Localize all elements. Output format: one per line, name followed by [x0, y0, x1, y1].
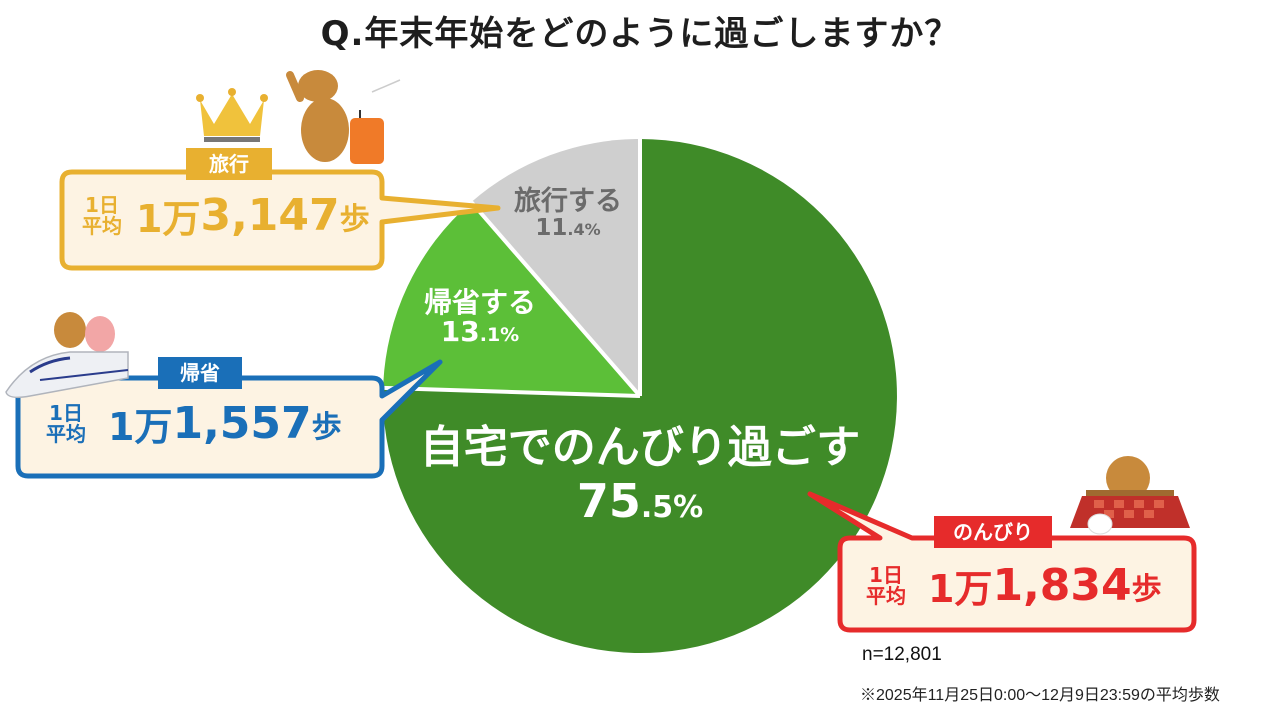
- sample-size: n=12,801: [862, 644, 942, 665]
- per-day-line2: 平均: [866, 583, 906, 608]
- callout-kisei-tag: 帰省: [158, 357, 242, 389]
- per-day-label: 1日 平均: [866, 562, 906, 608]
- slice-home-pct-dec: .5%: [640, 490, 704, 526]
- bear-traveling-icon: [286, 70, 401, 164]
- per-day-line1: 1日: [85, 192, 119, 217]
- steps-unit: 歩: [1131, 571, 1162, 607]
- per-day-line1: 1日: [49, 400, 83, 425]
- callout-nonbiri-bubble: [807, 491, 1197, 633]
- slice-home-name: 自宅でのんびり過ごす: [419, 422, 861, 473]
- slice-kisei-pct-dec: .1%: [479, 324, 520, 347]
- steps-number: 1,557: [172, 398, 312, 449]
- per-day-line2: 平均: [82, 213, 122, 238]
- slice-label-kisei: 帰省する 13.1%: [400, 288, 560, 347]
- callout-nonbiri-tag: のんびり: [934, 516, 1052, 548]
- kotatsu-bear-icon: [1070, 456, 1190, 535]
- slice-label-home: 自宅でのんびり過ごす 75.5%: [400, 422, 880, 529]
- steps-man: 1万: [928, 567, 993, 611]
- slice-home-pct-int: 75: [576, 474, 641, 529]
- slice-divider: [469, 200, 642, 398]
- slice-kisei-pct-int: 13: [440, 315, 480, 349]
- callout-ryoko-bubble: [59, 169, 501, 271]
- slice-kisei-name: 帰省する: [423, 286, 536, 319]
- callout-ryoko-value: 1日 平均 1万 3,147 歩: [82, 188, 370, 243]
- callout-nonbiri-value: 1日 平均 1万 1,834 歩: [866, 558, 1162, 613]
- slice-kisei: [383, 202, 640, 396]
- steps-number: 3,147: [200, 190, 340, 241]
- chart-title: Q.年末年始をどのように過ごしますか？: [320, 14, 960, 54]
- slice-ryoko-pct-int: 11: [535, 215, 568, 242]
- slice-divider: [383, 385, 641, 398]
- slice-label-ryoko: 旅行する 11.4%: [498, 186, 638, 242]
- steps-unit: 歩: [339, 201, 370, 237]
- callout-kisei-value: 1日 平均 1万 1,557 歩: [46, 396, 342, 451]
- per-day-label: 1日 平均: [82, 192, 122, 238]
- slice-ryoko-name: 旅行する: [514, 186, 622, 217]
- shinkansen-train-icon: [5, 312, 129, 399]
- slice-ryoko: [471, 139, 640, 396]
- per-day-line2: 平均: [46, 421, 86, 446]
- callout-ryoko-tag: 旅行: [186, 148, 272, 180]
- crown-icon: [196, 88, 268, 142]
- per-day-line1: 1日: [869, 562, 903, 587]
- per-day-label: 1日 平均: [46, 400, 86, 446]
- steps-number: 1,834: [992, 560, 1132, 611]
- steps-unit: 歩: [311, 409, 342, 445]
- slice-ryoko-pct-dec: .4%: [567, 220, 601, 240]
- steps-man: 1万: [136, 197, 201, 241]
- footnote: ※2025年11月25日0:00～12月9日23:59の平均歩数: [860, 687, 1220, 704]
- steps-man: 1万: [108, 405, 173, 449]
